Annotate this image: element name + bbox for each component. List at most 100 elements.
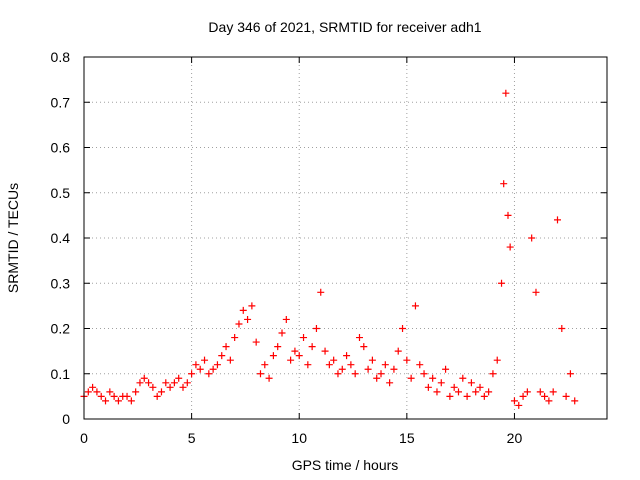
- data-point: [338, 365, 346, 373]
- data-point: [467, 379, 475, 387]
- data-point: [201, 356, 209, 364]
- data-point: [244, 315, 252, 323]
- data-point: [528, 234, 536, 242]
- data-point: [472, 388, 480, 396]
- data-point: [239, 306, 247, 314]
- data-point: [541, 392, 549, 400]
- y-tick-label: 0.2: [51, 321, 71, 337]
- data-point: [300, 334, 308, 342]
- data-point: [437, 379, 445, 387]
- data-point: [235, 320, 243, 328]
- data-point: [347, 361, 355, 369]
- data-point: [175, 374, 183, 382]
- data-point: [566, 370, 574, 378]
- data-point: [485, 388, 493, 396]
- data-point: [355, 334, 363, 342]
- y-tick-label: 0.1: [51, 366, 71, 382]
- data-point: [562, 392, 570, 400]
- data-point: [493, 356, 501, 364]
- x-tick-label: 15: [399, 430, 415, 446]
- data-point: [149, 383, 157, 391]
- y-tick-label: 0.6: [51, 140, 71, 156]
- chart-title: Day 346 of 2021, SRMTID for receiver adh…: [208, 19, 481, 35]
- data-point: [188, 370, 196, 378]
- data-point: [248, 302, 256, 310]
- data-point: [330, 356, 338, 364]
- data-point: [519, 392, 527, 400]
- data-point: [558, 325, 566, 332]
- data-point: [536, 388, 544, 396]
- data-point: [377, 370, 385, 378]
- data-point: [317, 288, 325, 296]
- data-point: [506, 243, 514, 251]
- y-tick-label: 0.3: [51, 275, 71, 291]
- data-point: [351, 370, 359, 378]
- data-point: [504, 211, 512, 219]
- tick-labels: 0 5 10 15 20 0 0.1 0.2 0.3 0.4 0.5 0.6 0.7 0.8: [51, 49, 523, 446]
- data-point: [153, 392, 161, 400]
- data-point: [403, 356, 411, 364]
- data-point: [480, 392, 488, 400]
- data-point: [549, 388, 557, 396]
- data-point: [106, 388, 114, 396]
- data-point: [373, 374, 381, 382]
- data-point: [429, 374, 437, 382]
- data-point: [420, 370, 428, 378]
- data-point: [179, 383, 187, 391]
- data-point: [132, 388, 140, 396]
- data-point: [226, 356, 234, 364]
- data-point: [252, 338, 260, 346]
- data-point: [222, 343, 230, 351]
- data-point: [162, 379, 170, 387]
- data-point: [282, 315, 290, 323]
- data-point: [110, 392, 118, 400]
- x-tick-label: 10: [291, 430, 307, 446]
- data-point: [364, 365, 372, 373]
- data-point: [127, 397, 135, 405]
- x-tick-label: 0: [80, 430, 88, 446]
- data-point: [386, 379, 394, 387]
- data-point: [399, 325, 407, 332]
- data-point: [390, 365, 398, 373]
- data-point: [459, 374, 467, 382]
- data-point: [433, 388, 441, 396]
- x-tick-label: 5: [188, 430, 196, 446]
- data-points: [80, 89, 579, 409]
- data-point: [183, 379, 191, 387]
- data-point: [274, 343, 282, 351]
- data-point: [84, 388, 92, 396]
- data-point: [192, 361, 200, 369]
- data-point: [571, 397, 579, 405]
- data-point: [304, 361, 312, 369]
- data-point: [209, 365, 217, 373]
- data-point: [424, 383, 432, 391]
- x-axis-label: GPS time / hours: [292, 457, 399, 473]
- data-point: [265, 374, 273, 382]
- data-point: [416, 361, 424, 369]
- data-point: [454, 388, 462, 396]
- data-point: [170, 379, 178, 387]
- data-point: [498, 279, 506, 287]
- data-point: [321, 347, 329, 355]
- data-point: [463, 392, 471, 400]
- data-point: [145, 379, 153, 387]
- data-point: [553, 216, 561, 224]
- data-point: [360, 343, 368, 351]
- data-point: [532, 288, 540, 296]
- data-point: [93, 388, 101, 396]
- data-point: [213, 361, 221, 369]
- data-point: [312, 325, 320, 332]
- y-tick-label: 0.7: [51, 94, 71, 110]
- data-point: [256, 370, 264, 378]
- data-point: [381, 361, 389, 369]
- data-point: [140, 374, 148, 382]
- data-point: [407, 374, 415, 382]
- data-point: [476, 383, 484, 391]
- data-point: [489, 370, 497, 378]
- axis-ticks: [83, 56, 607, 420]
- data-point: [368, 356, 376, 364]
- y-tick-label: 0.8: [51, 49, 71, 65]
- y-tick-label: 0.5: [51, 185, 71, 201]
- data-point: [136, 379, 144, 387]
